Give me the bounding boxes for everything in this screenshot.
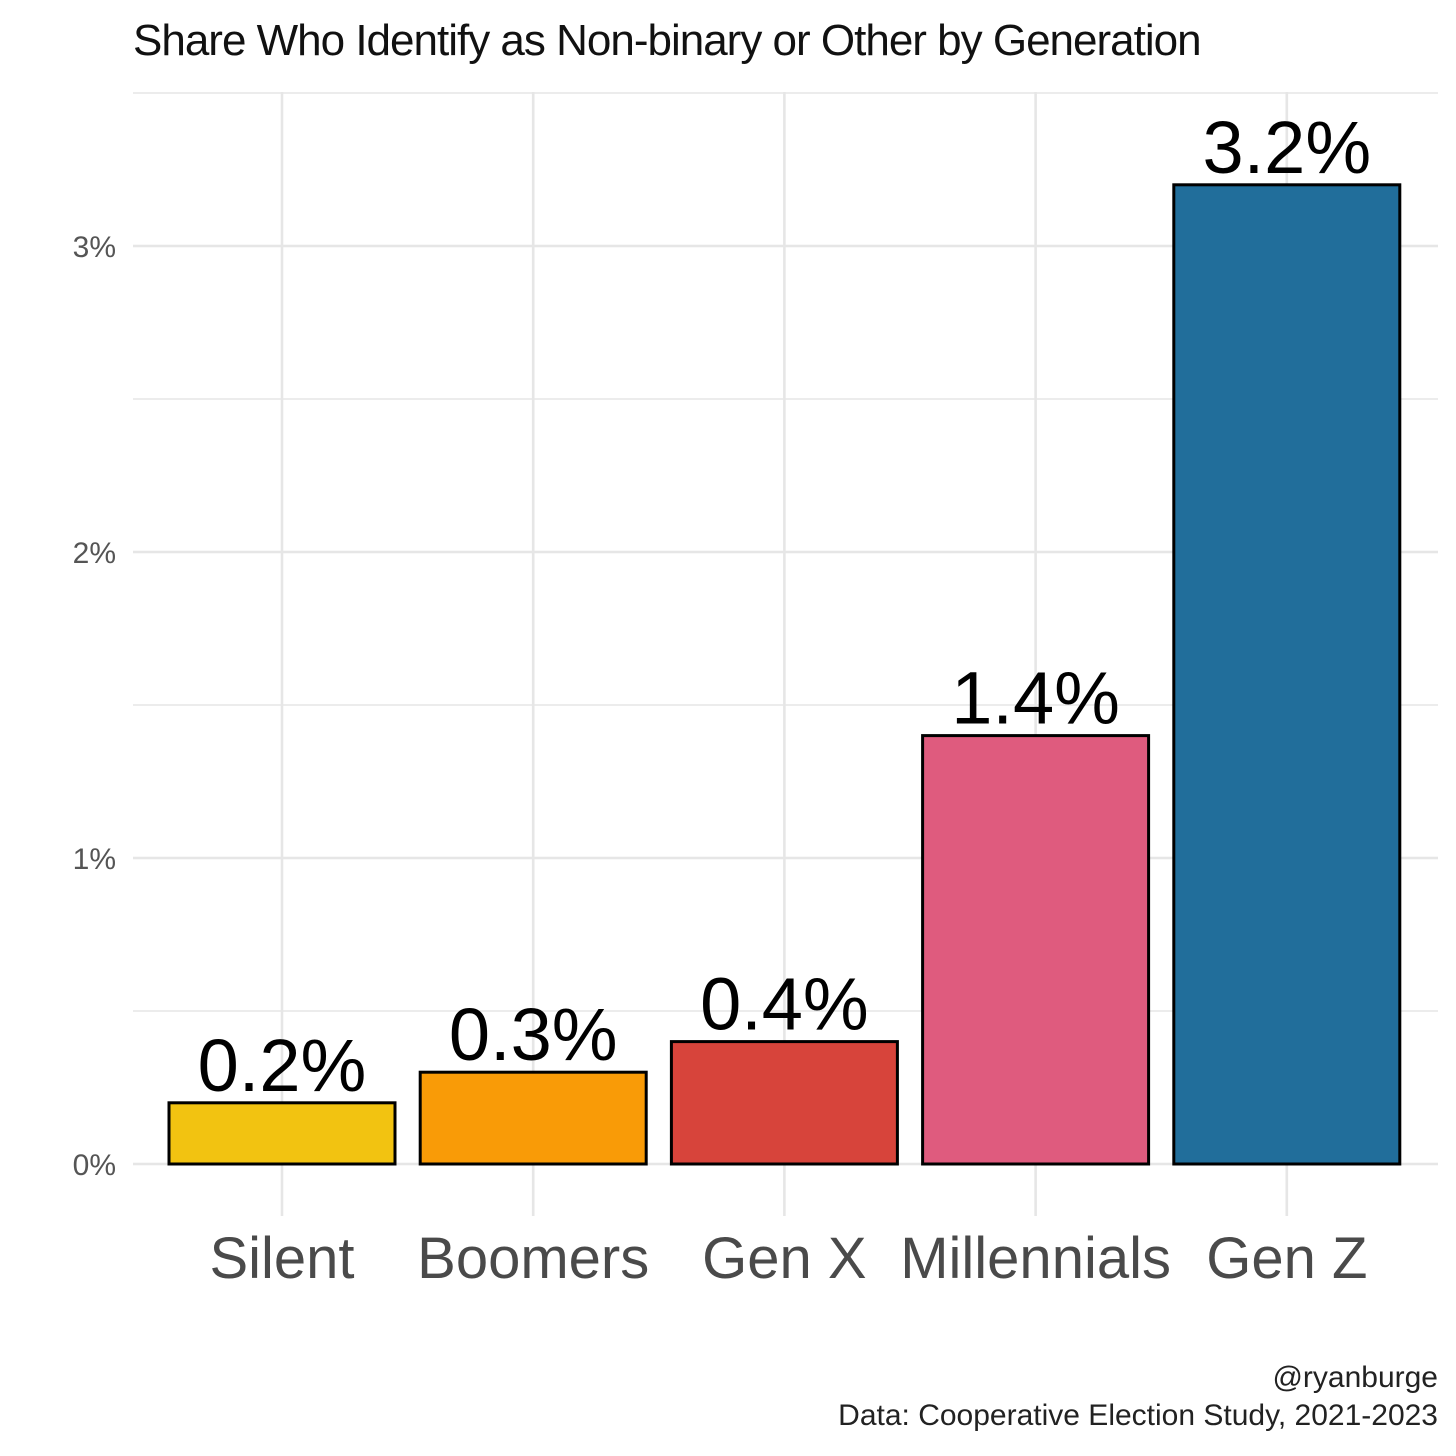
bar-value-label: 0.2% — [198, 1024, 367, 1107]
bar-millennials — [921, 734, 1151, 1166]
bar-gen-x — [669, 1040, 899, 1166]
bar-silent — [167, 1101, 397, 1166]
x-axis-ticks: Silent Boomers Gen X Millennials Gen Z — [209, 1226, 1367, 1291]
bar-value-label: 1.4% — [951, 657, 1120, 740]
bar-value-label: 0.4% — [700, 963, 869, 1046]
x-tick-label: Gen X — [702, 1226, 866, 1291]
y-axis-ticks: 0% 1% 2% 3% — [73, 231, 116, 1182]
bar-value-labels: 0.2% 0.3% 0.4% 1.4% 3.2% — [198, 106, 1371, 1107]
bars — [167, 183, 1402, 1166]
y-tick-label: 1% — [73, 843, 116, 876]
bar-value-label: 3.2% — [1202, 106, 1371, 189]
x-tick-label: Boomers — [417, 1226, 649, 1291]
caption-handle: @ryanburge — [1272, 1361, 1438, 1394]
gridlines — [133, 92, 1438, 1216]
x-tick-label: Gen Z — [1206, 1226, 1367, 1291]
caption-source: Data: Cooperative Election Study, 2021-2… — [838, 1399, 1438, 1432]
y-tick-label: 3% — [73, 231, 116, 264]
bar-gen-z — [1172, 183, 1402, 1166]
x-tick-label: Millennials — [900, 1226, 1171, 1291]
bar-value-label: 0.3% — [449, 993, 618, 1076]
y-tick-label: 2% — [73, 537, 116, 570]
x-tick-label: Silent — [209, 1226, 354, 1291]
bar-boomers — [418, 1070, 648, 1166]
y-tick-label: 0% — [73, 1149, 116, 1182]
chart-title: Share Who Identify as Non-binary or Othe… — [133, 16, 1202, 65]
